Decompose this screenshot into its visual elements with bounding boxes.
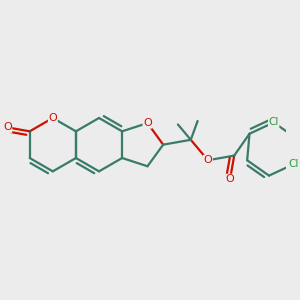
Text: O: O xyxy=(204,155,212,165)
Text: O: O xyxy=(3,122,12,132)
Text: O: O xyxy=(226,174,234,184)
Text: Cl: Cl xyxy=(268,118,279,128)
Text: O: O xyxy=(48,113,57,123)
Text: Cl: Cl xyxy=(288,159,298,170)
Text: O: O xyxy=(143,118,152,128)
